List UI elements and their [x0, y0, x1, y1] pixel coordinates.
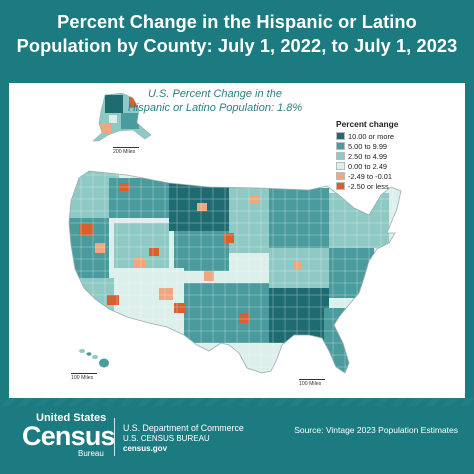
- footer: United States Census Bureau U.S. Departm…: [0, 398, 474, 474]
- map-panel: U.S. Percent Change in the Hispanic or L…: [9, 83, 465, 398]
- department-name: U.S. Department of Commerce: [123, 423, 244, 433]
- legend-label: -2.50 or less: [348, 181, 389, 191]
- subtitle-line-1: U.S. Percent Change in the: [148, 88, 282, 100]
- alaska-scale-bar: 200 Miles: [113, 147, 139, 155]
- legend-swatch: [336, 182, 345, 190]
- scale-label: 100 Miles: [299, 381, 322, 387]
- hawaii-shape: [79, 349, 109, 368]
- logo-bottom-text: Bureau: [78, 449, 104, 458]
- conus-scale-bar: 100 Miles: [299, 379, 325, 387]
- scale-line: [299, 379, 325, 380]
- scale-line: [113, 147, 139, 148]
- scale-line: [71, 373, 97, 374]
- scale-label: 200 Miles: [113, 149, 136, 155]
- legend-item: 10.00 or more: [336, 131, 456, 141]
- page-title: Percent Change in the Hispanic or Latino…: [0, 10, 474, 58]
- legend-label: 2.50 to 4.99: [348, 151, 388, 161]
- website-link[interactable]: census.gov: [123, 444, 168, 453]
- source-note: Source: Vintage 2023 Population Estimate…: [294, 425, 458, 435]
- legend-label: -2.49 to -0.01: [348, 171, 392, 181]
- logo-main-text: Census: [22, 421, 116, 451]
- legend-item: 5.00 to 9.99: [336, 141, 456, 151]
- legend-item: 0.00 to 2.49: [336, 161, 456, 171]
- conus-outline: [68, 170, 402, 374]
- title-line-2: Population by County: July 1, 2022, to J…: [16, 36, 458, 56]
- legend-item: 2.50 to 4.99: [336, 151, 456, 161]
- legend-label: 10.00 or more: [348, 131, 395, 141]
- map-subtitle: U.S. Percent Change in the Hispanic or L…: [105, 87, 325, 115]
- scale-label: 100 Miles: [71, 375, 94, 381]
- logo-top-text: United States: [36, 412, 107, 424]
- conus-shape: [69, 171, 401, 373]
- legend-label: 0.00 to 2.49: [348, 161, 388, 171]
- footer-divider: [114, 418, 115, 456]
- hawaii-scale-bar: 100 Miles: [71, 373, 97, 381]
- header: Percent Change in the Hispanic or Latino…: [0, 0, 474, 82]
- subtitle-line-2: Hispanic or Latino Population: 1.8%: [127, 102, 303, 114]
- legend-swatch: [336, 172, 345, 180]
- legend-swatch: [336, 162, 345, 170]
- legend-item: -2.49 to -0.01: [336, 171, 456, 181]
- legend-label: 5.00 to 9.99: [348, 141, 388, 151]
- legend-item: -2.50 or less: [336, 181, 456, 191]
- title-line-1: Percent Change in the Hispanic or Latino: [57, 12, 417, 32]
- legend-swatch: [336, 152, 345, 160]
- alaska-outline: [92, 92, 152, 142]
- legend-title: Percent change: [336, 119, 399, 129]
- legend: Percent change 10.00 or more 5.00 to 9.9…: [336, 119, 456, 191]
- legend-swatch: [336, 132, 345, 140]
- bureau-name: U.S. CENSUS BUREAU: [123, 433, 210, 443]
- county-map: [68, 92, 402, 374]
- census-logo: United States Census Bureau: [22, 412, 116, 460]
- agency-block: U.S. Department of Commerce U.S. CENSUS …: [123, 423, 244, 455]
- legend-swatch: [336, 142, 345, 150]
